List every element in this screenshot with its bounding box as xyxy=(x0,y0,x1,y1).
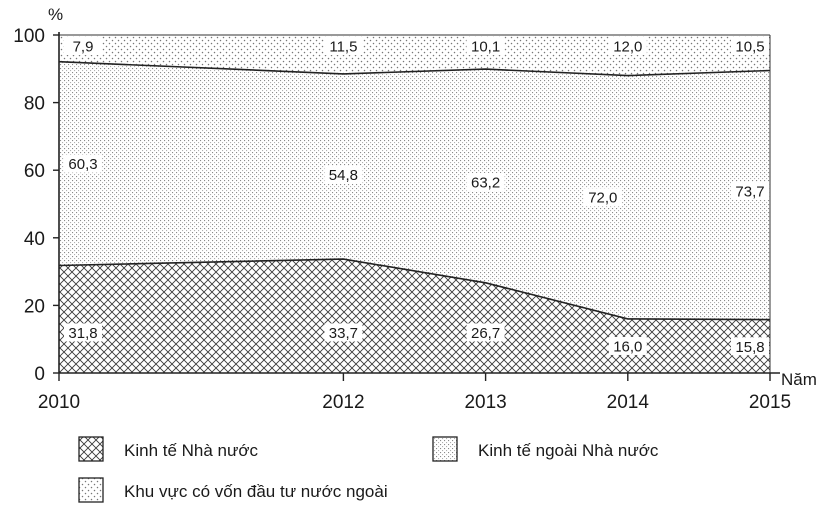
x-tick-label: 2012 xyxy=(322,392,364,413)
boundary-line-2 xyxy=(58,60,771,77)
data-labels: 31,8 33,7 26,7 16,0 15,8 60,3 54,8 63,2 72,0 73,7… xyxy=(64,37,769,356)
y-tick-label: 80 xyxy=(24,94,45,115)
data-label: 15,8 xyxy=(735,339,764,356)
data-label-box xyxy=(466,37,505,55)
area-series-3 xyxy=(59,35,770,76)
data-label: 10,1 xyxy=(471,39,500,56)
data-label: 60,3 xyxy=(68,156,97,173)
y-tick-label: 60 xyxy=(24,161,45,182)
data-label: 72,0 xyxy=(588,190,617,207)
data-label-box xyxy=(608,37,647,55)
legend: Kinh tế Nhà nước Kinh tế ngoài Nhà nước Kh… xyxy=(78,436,659,503)
data-label: 54,8 xyxy=(329,167,358,184)
data-label-box xyxy=(608,336,647,355)
y-tick-label: 20 xyxy=(24,296,45,317)
data-label: 12,0 xyxy=(613,39,642,56)
data-label: 11,5 xyxy=(329,39,357,56)
data-label-box xyxy=(583,188,622,207)
legend-swatch xyxy=(432,436,458,462)
area-series-2 xyxy=(59,61,770,320)
legend-label: Khu vực có vốn đầu tư nước ngoài xyxy=(124,482,388,501)
x-tick-label: 2015 xyxy=(749,392,791,413)
data-label-box xyxy=(324,323,363,342)
legend-swatch xyxy=(78,477,104,503)
data-label-box xyxy=(64,37,102,55)
data-label-box xyxy=(324,37,363,55)
data-label: 26,7 xyxy=(471,325,500,342)
x-tick-label: 2010 xyxy=(38,392,80,413)
data-label-box xyxy=(324,165,363,184)
data-label-box xyxy=(64,154,102,173)
y-tick-label: 40 xyxy=(24,229,45,250)
data-label: 7,9 xyxy=(73,39,94,56)
data-label: 33,7 xyxy=(329,325,358,342)
data-label: 16,0 xyxy=(613,338,642,355)
data-label: 63,2 xyxy=(471,174,500,191)
data-label-box xyxy=(731,337,769,356)
y-tick-label: 0 xyxy=(34,364,45,385)
data-label-box xyxy=(466,323,505,342)
y-unit-label: % xyxy=(48,5,63,24)
data-label: 31,8 xyxy=(68,325,97,342)
y-tick-label: 100 xyxy=(13,26,45,47)
legend-label: Kinh tế ngoài Nhà nước xyxy=(478,441,659,460)
x-unit-label: Năm xyxy=(781,370,817,389)
x-tick-label: 2013 xyxy=(464,392,506,413)
area-layers xyxy=(58,34,771,373)
area-series-1 xyxy=(59,259,770,373)
data-label: 10,5 xyxy=(735,39,764,56)
x-tick-label: 2014 xyxy=(607,392,650,413)
data-label-box xyxy=(466,172,505,191)
data-label: 73,7 xyxy=(735,184,764,201)
legend-swatch xyxy=(78,436,104,462)
legend-label: Kinh tế Nhà nước xyxy=(124,441,259,460)
data-label-box xyxy=(731,37,769,55)
data-label-box xyxy=(64,323,102,342)
boundary-line-1 xyxy=(58,258,771,321)
axes: 0 20 40 60 80 100 2010 2012 2013 2014 2015% Năm xyxy=(13,5,817,413)
data-label-box xyxy=(731,182,769,201)
